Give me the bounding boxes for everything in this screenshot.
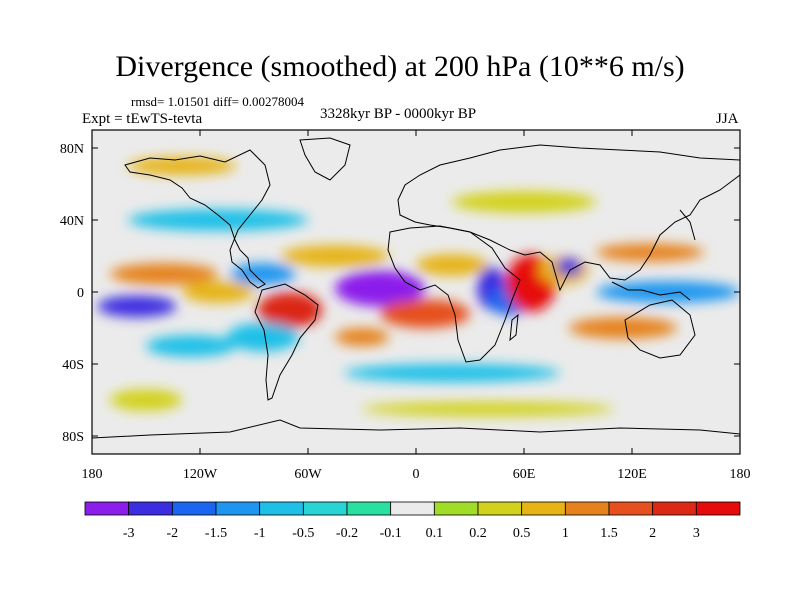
x-axis: 180 120W 60W 0 60E 120E 180	[82, 130, 751, 482]
coastline-north-america	[124, 149, 271, 289]
colorbar-label-7: 0.1	[426, 526, 444, 541]
y-tick-label-3: 40S	[62, 358, 84, 373]
colorbar-swatch-11	[564, 501, 610, 516]
x-tick-label-6: 180	[730, 467, 751, 482]
field-region-1	[110, 263, 218, 285]
field-region-24	[362, 401, 614, 417]
field-region-15	[556, 257, 582, 276]
colorbar-swatch-14	[695, 501, 741, 516]
colorbar-swatch-5	[302, 501, 348, 516]
colorbar-label-2: -1.5	[205, 526, 227, 541]
field-region-2	[146, 335, 236, 357]
rmsd-diff-stats: rmsd= 1.01501 diff= 0.00278004	[131, 94, 304, 109]
field-region-9	[380, 299, 470, 328]
colorbar-swatch-4	[259, 501, 304, 516]
colorbar-label-0: -3	[123, 526, 135, 541]
colorbar-swatch-12	[608, 501, 654, 516]
colorbar-swatch-2	[171, 501, 217, 516]
coastline-eurasia	[397, 144, 740, 292]
colorbar-label-3: -1	[254, 526, 266, 541]
field-region-5	[257, 292, 323, 328]
y-tick-label-4: 80S	[62, 430, 84, 445]
x-tick-label-3: 0	[413, 467, 420, 482]
coastline-greenland	[299, 137, 351, 181]
colorbar-swatch-8	[433, 501, 479, 516]
field-region-3	[182, 281, 254, 303]
period-label: 3328kyr BP - 0000kyr BP	[320, 106, 477, 122]
colorbar-swatch-3	[215, 501, 261, 516]
field-region-20	[569, 317, 677, 339]
colorbar-swatch-1	[128, 501, 173, 516]
field-region-8	[335, 270, 425, 307]
coastline-japan	[679, 209, 696, 241]
coastlines	[92, 137, 740, 439]
field-region-19	[335, 328, 389, 346]
y-axis: 80N 40N 0 40S 80S	[60, 142, 740, 445]
colorbar-label-10: 1	[562, 526, 569, 541]
field-region-21	[128, 209, 308, 231]
colorbar-label-6: -0.1	[380, 526, 402, 541]
colorbar-label-8: 0.2	[469, 526, 487, 541]
field-region-7	[281, 245, 389, 267]
divergence-field	[97, 157, 740, 417]
field-region-6	[227, 322, 299, 352]
x-tick-label-5: 120E	[617, 467, 647, 482]
colorbar-label-13: 3	[693, 526, 700, 541]
coastline-antarctica	[92, 419, 740, 439]
field-region-10	[416, 254, 488, 276]
y-tick-label-0: 80N	[60, 142, 84, 157]
coastline-australia	[624, 299, 696, 359]
colorbar-label-1: -2	[166, 526, 178, 541]
field-region-18	[344, 364, 560, 382]
field-region-23	[128, 157, 236, 175]
coastline-maritime-continent	[611, 281, 691, 301]
y-tick-label-2: 0	[77, 286, 84, 301]
field-region-4	[230, 263, 296, 285]
colorbar-swatch-0	[84, 501, 130, 516]
coastline-south-america	[254, 283, 319, 401]
colorbar-label-4: -0.5	[292, 526, 314, 541]
y-tick-label-1: 40N	[60, 214, 84, 229]
field-region-25	[110, 389, 182, 411]
x-tick-label-2: 60W	[294, 467, 322, 482]
experiment-label: Expt = tEwTS-tevta	[82, 111, 203, 127]
coastline-madagascar	[509, 313, 519, 342]
x-tick-label-1: 120W	[183, 467, 218, 482]
x-tick-label-0: 180	[82, 467, 103, 482]
colorbar: -3 -2 -1.5 -1 -0.5 -0.2 -0.1 0.1 0.2 0.5 1 1.5 2 3	[84, 501, 741, 541]
season-label: JJA	[716, 111, 739, 127]
chart-title: Divergence (smoothed) at 200 hPa (10**6 …	[115, 50, 685, 83]
colorbar-label-11: 1.5	[600, 526, 618, 541]
colorbar-swatch-9	[477, 501, 523, 516]
colorbar-swatch-7	[390, 501, 435, 516]
colorbar-label-5: -0.2	[336, 526, 358, 541]
plot-area	[91, 129, 741, 455]
field-region-17	[596, 243, 704, 262]
field-region-16	[596, 281, 740, 303]
colorbar-label-9: 0.5	[513, 526, 531, 541]
colorbar-swatch-10	[521, 501, 566, 516]
colorbar-swatch-13	[652, 501, 697, 516]
colorbar-swatch-6	[346, 501, 392, 516]
coastline-africa	[387, 225, 521, 363]
colorbar-label-12: 2	[649, 526, 656, 541]
field-region-22	[452, 191, 596, 213]
field-region-0	[97, 295, 177, 318]
x-tick-label-4: 60E	[513, 467, 536, 482]
